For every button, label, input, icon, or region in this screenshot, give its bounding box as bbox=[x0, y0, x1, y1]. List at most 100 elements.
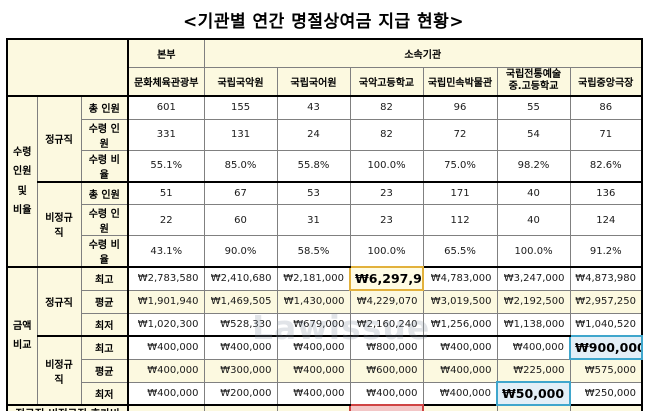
org-header: 국립국악원 bbox=[203, 66, 278, 97]
highlight-cell-min-irregular-bonus: ₩50,000 bbox=[496, 381, 572, 406]
table-cell: ₩3,019,500 bbox=[422, 289, 498, 314]
table-cell: ₩400,000 bbox=[276, 335, 351, 360]
table-cell: 100.0% bbox=[349, 235, 424, 268]
table-cell: ₩3,247,000 bbox=[496, 266, 571, 291]
row-label: 총 인원 bbox=[80, 180, 129, 205]
table-cell: ₩400,000 bbox=[422, 381, 498, 406]
table-cell: 43 bbox=[276, 95, 351, 120]
table-cell: 82.6% bbox=[569, 149, 643, 182]
table-cell: ₩400,000 bbox=[422, 335, 498, 360]
table-cell: 60 bbox=[203, 204, 278, 236]
row-label: 최저 bbox=[80, 381, 129, 406]
table-cell: ₩1,501,940 bbox=[127, 404, 205, 411]
org-header: 국립민속박물관 bbox=[422, 66, 498, 97]
table-cell: ₩2,192,500 bbox=[496, 289, 571, 314]
table-cell: 53 bbox=[276, 180, 351, 205]
table-cell: 43.1% bbox=[127, 235, 205, 268]
table-cell: 96 bbox=[422, 95, 498, 120]
table-cell: ₩4,873,980 bbox=[569, 266, 643, 291]
table-cell: 72 bbox=[422, 118, 498, 151]
diff-row-label: 정규직·비정규직 휴가비 차이 bbox=[6, 404, 129, 411]
highlight-cell-max-regular-bonus: ₩6,297,900 bbox=[349, 266, 425, 291]
org-header: 국악고등학교 bbox=[349, 66, 424, 97]
table-cell: 85.0% bbox=[203, 149, 278, 182]
header-affiliated: 소속기관 bbox=[203, 38, 643, 68]
table-cell: ₩400,000 bbox=[276, 381, 351, 406]
highlight-cell-max-gap: ₩3,629,070 bbox=[349, 404, 425, 411]
table-cell: ₩1,138,000 bbox=[496, 312, 571, 337]
table-cell: 112 bbox=[422, 204, 498, 236]
org-header: 문화체육관광부 bbox=[127, 66, 205, 97]
corner-blank-cell bbox=[6, 38, 129, 97]
table-cell: ₩575,000 bbox=[569, 358, 643, 383]
row-label: 수령 인원 bbox=[80, 118, 129, 151]
table-cell: ₩400,000 bbox=[127, 381, 205, 406]
row-label: 최저 bbox=[80, 312, 129, 337]
highlight-cell-max-irregular-bonus: ₩900,000 bbox=[569, 335, 644, 360]
row-label: 수령 인원 bbox=[80, 204, 129, 236]
table-cell: 82 bbox=[349, 118, 424, 151]
table-cell: ₩4,783,000 bbox=[422, 266, 498, 291]
table-cell: 124 bbox=[569, 204, 643, 236]
table-cell: ₩300,000 bbox=[203, 358, 278, 383]
table-cell: ₩2,619,500 bbox=[422, 404, 498, 411]
table-cell: 131 bbox=[203, 118, 278, 151]
table-cell: 55.8% bbox=[276, 149, 351, 182]
table-cell: 171 bbox=[422, 180, 498, 205]
table-cell: ₩225,000 bbox=[496, 358, 571, 383]
table-cell: ₩1,430,000 bbox=[276, 289, 351, 314]
table-cell: 40 bbox=[496, 180, 571, 205]
bonus-table: 본부 소속기관 문화체육관광부 국립국악원 국립국어원 국악고등학교 국립민속박… bbox=[6, 38, 644, 411]
table-cell: 82 bbox=[349, 95, 424, 120]
header-hq: 본부 bbox=[127, 38, 205, 68]
table-cell: ₩400,000 bbox=[127, 358, 205, 383]
table-cell: 136 bbox=[569, 180, 643, 205]
table-cell: ₩1,469,505 bbox=[203, 289, 278, 314]
table-cell: ₩250,000 bbox=[569, 381, 643, 406]
table-cell: 601 bbox=[127, 95, 205, 120]
table-cell: 22 bbox=[127, 204, 205, 236]
table-cell: ₩528,330 bbox=[203, 312, 278, 337]
table-cell: 51 bbox=[127, 180, 205, 205]
table-cell: 23 bbox=[349, 180, 424, 205]
group-label-irregular: 비정규직 bbox=[36, 335, 82, 406]
table-cell: 67 bbox=[203, 180, 278, 205]
table-cell: ₩2,783,580 bbox=[127, 266, 205, 291]
table-cell: ₩4,229,070 bbox=[349, 289, 424, 314]
table-cell: ₩2,181,000 bbox=[276, 266, 351, 291]
row-label: 최고 bbox=[80, 266, 129, 291]
table-cell: ₩400,000 bbox=[422, 358, 498, 383]
table-cell: ₩1,169,505 bbox=[203, 404, 278, 411]
row-label: 최고 bbox=[80, 335, 129, 360]
table-cell: ₩1,020,300 bbox=[127, 312, 205, 337]
table-cell: ₩400,000 bbox=[127, 335, 205, 360]
section-label-people: 수령 인원 및 비율 bbox=[6, 95, 38, 268]
table-cell: 100.0% bbox=[349, 149, 424, 182]
page-title: <기관별 연간 명절상여금 지급 현황> bbox=[182, 12, 465, 32]
table-cell: ₩600,000 bbox=[349, 358, 424, 383]
table-cell: ₩1,256,000 bbox=[422, 312, 498, 337]
table-cell: 90.0% bbox=[203, 235, 278, 268]
table-cell: ₩1,040,520 bbox=[569, 312, 643, 337]
table-cell: ₩2,160,240 bbox=[349, 312, 424, 337]
row-label: 평균 bbox=[80, 358, 129, 383]
table-cell: 24 bbox=[276, 118, 351, 151]
row-label: 수령 비율 bbox=[80, 235, 129, 268]
table-cell: 71 bbox=[569, 118, 643, 151]
table-cell: 65.5% bbox=[422, 235, 498, 268]
table-cell: 54 bbox=[496, 118, 571, 151]
table-cell: 40 bbox=[496, 204, 571, 236]
table-cell: 58.5% bbox=[276, 235, 351, 268]
row-label: 평균 bbox=[80, 289, 129, 314]
table-cell: ₩800,000 bbox=[349, 335, 424, 360]
table-cell: 91.2% bbox=[569, 235, 643, 268]
table-cell: 75.0% bbox=[422, 149, 498, 182]
table-cell: ₩400,000 bbox=[349, 381, 424, 406]
table-cell: ₩1,967,500 bbox=[496, 404, 571, 411]
table-cell: 100.0% bbox=[496, 235, 571, 268]
table-cell: ₩2,382,250 bbox=[569, 404, 643, 411]
org-header: 국립국어원 bbox=[276, 66, 351, 97]
table-cell: 331 bbox=[127, 118, 205, 151]
table-cell: 55.1% bbox=[127, 149, 205, 182]
table-cell: 155 bbox=[203, 95, 278, 120]
